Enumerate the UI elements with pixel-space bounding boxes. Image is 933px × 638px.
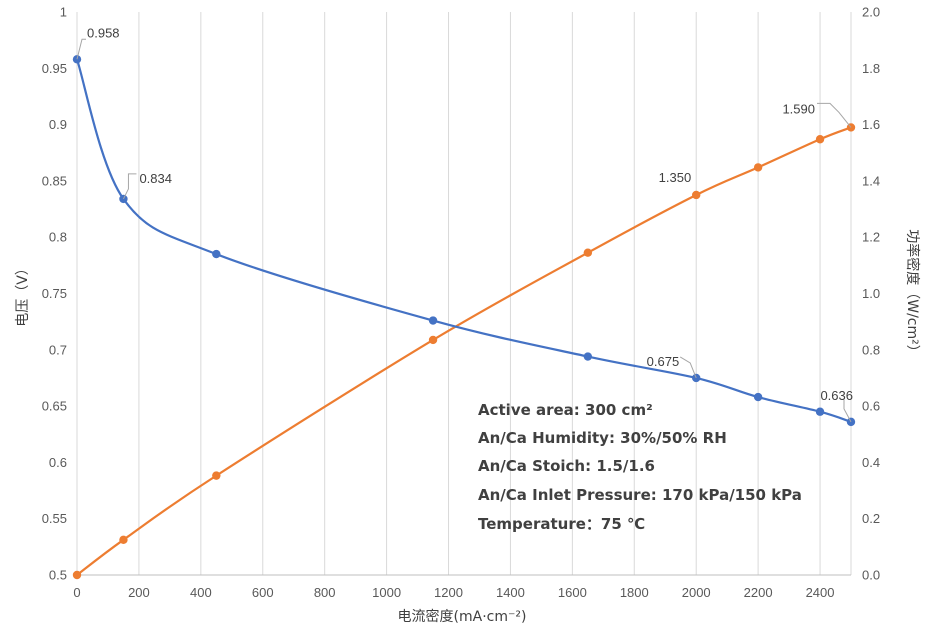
y2-tick-label: 0.6 xyxy=(862,399,880,414)
voltage-point xyxy=(583,352,593,361)
y-tick-label: 0.8 xyxy=(49,230,67,245)
annotation-box: Active area: 300 cm² An/Ca Humidity: 30%… xyxy=(478,401,802,533)
power-density-line xyxy=(76,126,852,576)
voltage-point xyxy=(212,249,221,259)
x-tick-label: 800 xyxy=(314,585,336,600)
series-lines xyxy=(75,58,852,576)
y-tick-label: 0.65 xyxy=(42,399,67,414)
voltage-point xyxy=(753,392,763,402)
y-tick-label: 0.5 xyxy=(49,568,67,583)
y-axis-ticks: 0.5 0.55 0.6 0.65 0.7 0.75 0.8 0.85 0.9 0.95 1 xyxy=(42,5,67,583)
power-density-point xyxy=(119,535,128,545)
x-tick-label: 2400 xyxy=(806,585,835,600)
data-label: 1.350 xyxy=(659,170,692,185)
x-tick-label: 1800 xyxy=(620,585,649,600)
y2-tick-label: 0.0 xyxy=(862,568,880,583)
annotation-line: An/Ca Inlet Pressure: 170 kPa/150 kPa xyxy=(478,486,802,504)
x-axis-title: 电流密度(mA·cm⁻²) xyxy=(398,608,527,625)
x-tick-label: 2000 xyxy=(682,585,711,600)
y2-axis-ticks: 0.0 0.2 0.4 0.6 0.8 1.0 1.2 1.4 1.6 1.8 2.0 xyxy=(862,5,880,583)
data-label-leader xyxy=(76,38,86,60)
power-density-point xyxy=(692,190,701,200)
x-axis-ticks: 0 200 400 600 800 1000 1200 1400 1600 1800 2000 220… xyxy=(73,585,834,600)
x-tick-label: 0 xyxy=(73,585,80,600)
y-tick-label: 0.55 xyxy=(42,511,67,526)
annotation-line: An/Ca Humidity: 30%/50% RH xyxy=(478,429,727,447)
voltage-point xyxy=(815,407,825,416)
y-tick-label: 0.7 xyxy=(49,342,67,357)
data-label: 0.636 xyxy=(820,388,853,403)
x-tick-label: 400 xyxy=(190,585,212,600)
data-label-leader xyxy=(817,102,852,128)
y-tick-label: 0.75 xyxy=(42,286,67,301)
y-tick-label: 1 xyxy=(60,5,67,20)
x-tick-label: 2200 xyxy=(744,585,773,600)
y2-tick-label: 1.6 xyxy=(862,117,880,132)
x-tick-label: 200 xyxy=(128,585,150,600)
power-density-point xyxy=(753,163,763,172)
power-density-point xyxy=(72,570,82,580)
voltage-point xyxy=(428,316,438,325)
gridlines xyxy=(76,12,852,575)
power-density-point xyxy=(212,471,221,480)
y2-tick-label: 1.2 xyxy=(862,230,880,245)
data-labels: 0.958 0.834 0.675 0.636 1.350 1.590 xyxy=(76,25,853,423)
voltage-line xyxy=(75,58,852,423)
data-label-leader xyxy=(843,399,852,423)
y2-tick-label: 1.4 xyxy=(862,173,880,188)
power-density-point xyxy=(583,248,593,257)
y-tick-label: 0.95 xyxy=(42,61,67,76)
y2-tick-label: 0.4 xyxy=(862,455,880,470)
y-tick-label: 0.9 xyxy=(49,117,67,132)
annotation-line: An/Ca Stoich: 1.5/1.6 xyxy=(478,457,655,475)
x-tick-label: 1000 xyxy=(372,585,401,600)
data-label: 0.834 xyxy=(139,171,172,186)
y2-axis-title: 功率密度（W/cm²） xyxy=(904,229,921,359)
x-tick-label: 600 xyxy=(252,585,274,600)
y-axis-title: 电压（V） xyxy=(15,261,31,327)
y2-tick-label: 0.8 xyxy=(862,342,880,357)
x-tick-label: 1400 xyxy=(496,585,525,600)
series-points xyxy=(72,55,856,580)
data-label: 1.590 xyxy=(782,101,815,116)
annotation-line: Active area: 300 cm² xyxy=(478,401,653,419)
y-tick-label: 0.6 xyxy=(49,455,67,470)
power-density-point xyxy=(815,135,825,144)
x-tick-label: 1200 xyxy=(434,585,463,600)
data-label: 0.958 xyxy=(87,25,120,40)
y2-tick-label: 1.8 xyxy=(862,61,880,76)
power-density-point xyxy=(428,335,438,345)
y2-tick-label: 1.0 xyxy=(862,286,880,301)
y-tick-label: 0.85 xyxy=(42,173,67,188)
data-label-leader xyxy=(122,173,137,200)
data-label-leader xyxy=(679,356,697,379)
y2-tick-label: 0.2 xyxy=(862,511,880,526)
data-label: 0.675 xyxy=(647,354,680,369)
y2-tick-label: 2.0 xyxy=(862,5,880,20)
x-tick-label: 1600 xyxy=(558,585,587,600)
annotation-line: Temperature：75 ℃ xyxy=(478,515,645,533)
